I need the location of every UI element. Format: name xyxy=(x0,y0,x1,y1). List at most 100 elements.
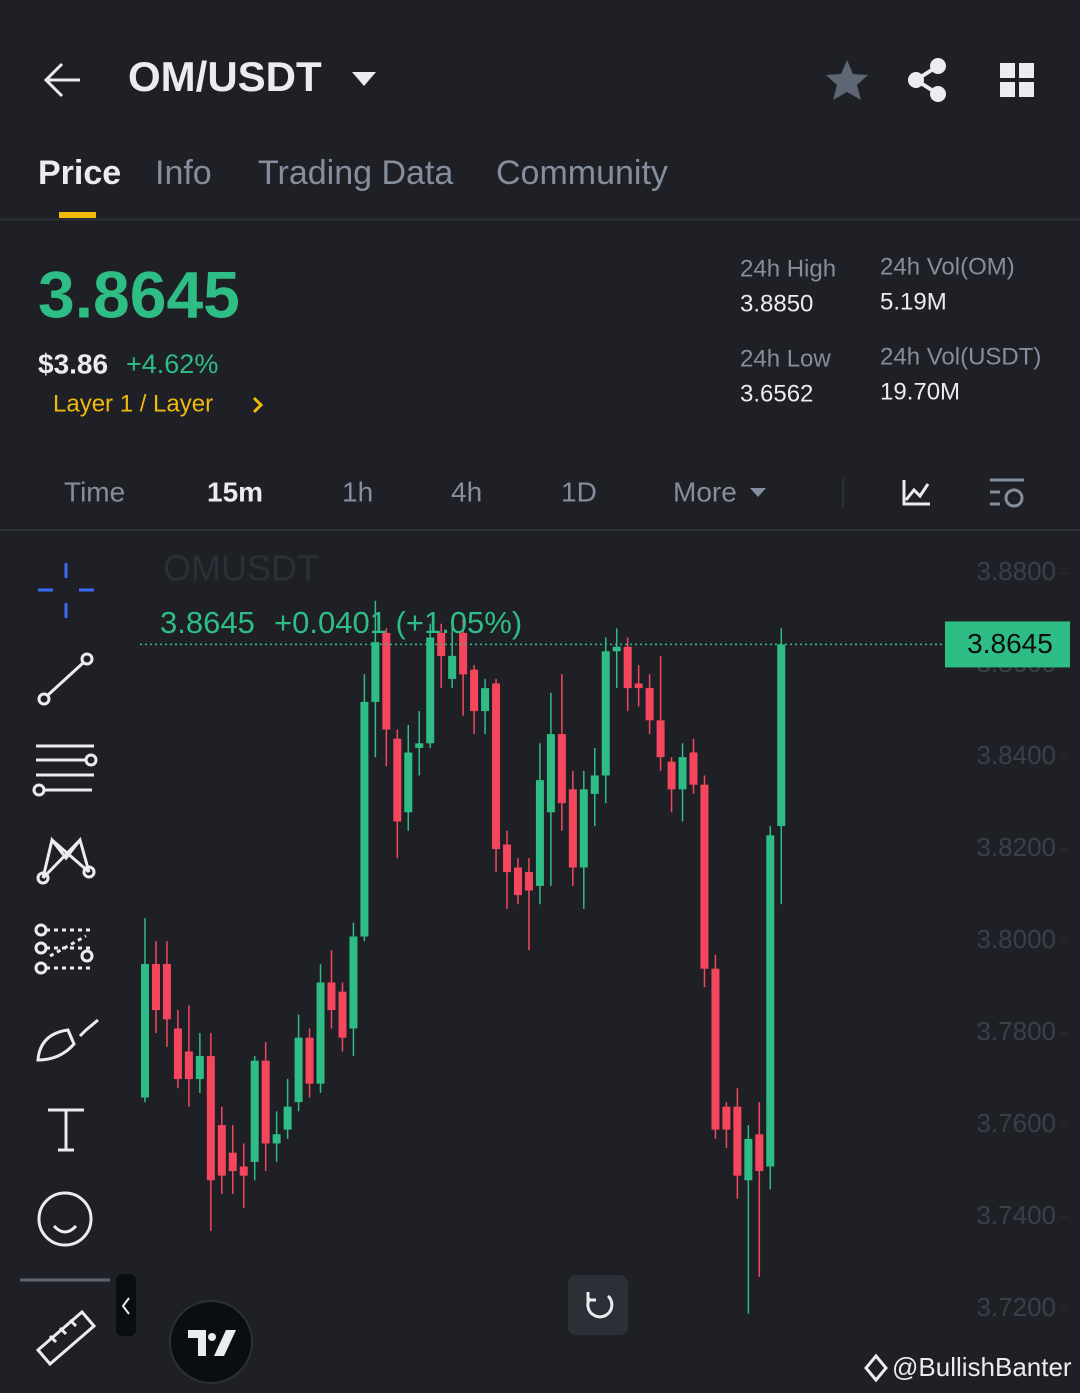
candle-body xyxy=(612,646,621,652)
line-tool[interactable] xyxy=(37,652,94,706)
text-tool[interactable] xyxy=(48,1108,84,1152)
candle-body xyxy=(470,669,479,712)
candle-body xyxy=(250,1060,259,1162)
candle-body xyxy=(382,632,391,730)
y-tick-label: 3.8000 xyxy=(976,924,1056,954)
timeframe[interactable]: More xyxy=(673,476,737,507)
candle-body xyxy=(546,734,555,813)
chart-symbol: OMUSDT xyxy=(163,548,319,589)
stat-value: 19.70M xyxy=(880,378,960,405)
more-dropdown[interactable] xyxy=(750,488,766,497)
candle-body xyxy=(634,683,643,689)
watermark-text: @BullishBanter xyxy=(892,1352,1072,1382)
crosshair-tool[interactable] xyxy=(38,563,94,618)
candle-body xyxy=(371,642,380,702)
candle-body xyxy=(316,982,325,1084)
candle-body xyxy=(261,1060,270,1144)
candle-body xyxy=(184,1051,193,1080)
grid-icon[interactable] xyxy=(1000,63,1034,97)
stat-value: 3.6562 xyxy=(740,380,813,407)
candle-body xyxy=(283,1106,292,1130)
candle-body xyxy=(590,775,599,794)
drawing-toolbar xyxy=(20,563,136,1367)
candle-body xyxy=(601,651,610,776)
timeframe[interactable]: 4h xyxy=(451,476,482,507)
y-tick-label: 3.8400 xyxy=(976,740,1056,770)
candle-body xyxy=(305,1037,314,1084)
candle-body xyxy=(535,780,544,886)
pair-dropdown[interactable] xyxy=(352,72,376,86)
candle-body xyxy=(766,835,775,1167)
indicator-icon[interactable] xyxy=(902,480,930,506)
timeframe[interactable]: 1h xyxy=(342,476,373,507)
tradingview-mark xyxy=(188,1330,236,1356)
last-price-label: 3.8645 xyxy=(967,628,1053,659)
candle-body xyxy=(195,1056,204,1080)
candle-body xyxy=(459,632,468,675)
timeframe[interactable]: 15m xyxy=(207,476,263,507)
watermark: @BullishBanter xyxy=(864,1352,1072,1383)
stat-value: 3.8850 xyxy=(740,290,813,317)
candle-body xyxy=(404,752,413,813)
stat-label: 24h Vol(OM) xyxy=(880,253,1015,280)
candle-body xyxy=(217,1125,226,1176)
fib-tool[interactable] xyxy=(34,923,94,975)
brush-tool[interactable] xyxy=(36,1018,99,1062)
emoji-tool[interactable] xyxy=(37,1191,93,1247)
candle-body xyxy=(426,637,435,744)
tab[interactable]: Trading Data xyxy=(258,154,453,192)
candle-body xyxy=(173,1028,182,1080)
candle-body xyxy=(239,1166,248,1176)
favorite-icon[interactable] xyxy=(826,60,868,100)
tab[interactable]: Community xyxy=(496,154,668,192)
candle-body xyxy=(503,844,512,873)
candle-body xyxy=(733,1106,742,1176)
last-price-box xyxy=(945,621,1070,668)
candle-body xyxy=(360,701,369,937)
timeframe[interactable]: 1D xyxy=(561,476,597,507)
reset-chart-button[interactable] xyxy=(568,1275,628,1335)
stat-label: 24h Low xyxy=(740,345,831,372)
timeframe[interactable]: Time xyxy=(64,476,125,507)
tab[interactable]: Info xyxy=(155,154,212,192)
candle-body xyxy=(513,867,522,896)
candle-body xyxy=(579,789,588,868)
candle-body xyxy=(228,1152,237,1172)
tradingview-logo[interactable] xyxy=(169,1300,253,1384)
candle-body xyxy=(667,761,676,790)
parallel-tool[interactable] xyxy=(32,744,98,797)
candle-body xyxy=(141,964,149,1098)
candle-body xyxy=(656,720,665,758)
candle-body xyxy=(448,655,457,679)
candle-body xyxy=(338,991,347,1038)
candle-body xyxy=(645,688,654,721)
category-link[interactable]: Layer 1 / Layer xyxy=(53,390,213,417)
candle-body xyxy=(162,964,171,1020)
share-icon[interactable] xyxy=(908,58,946,102)
candle-body xyxy=(327,982,336,1011)
candle-body xyxy=(689,752,698,785)
collapse-toolbar[interactable] xyxy=(116,1274,136,1336)
pattern-tool[interactable] xyxy=(36,836,96,885)
tab[interactable]: Price xyxy=(38,154,121,192)
candle-body xyxy=(415,743,424,748)
pair-title[interactable]: OM/USDT xyxy=(128,53,322,100)
candle-body xyxy=(722,1106,731,1130)
stat-value: 5.19M xyxy=(880,288,947,315)
settings-icon[interactable] xyxy=(990,478,1024,508)
price-change: +4.62% xyxy=(126,349,218,379)
candle-body xyxy=(700,784,709,969)
y-tick-label: 3.7800 xyxy=(976,1016,1056,1046)
candle-body xyxy=(557,734,566,804)
candle-body xyxy=(524,872,533,891)
candle-body xyxy=(272,1134,281,1144)
measure-tool[interactable] xyxy=(35,1309,97,1367)
candle-body xyxy=(151,964,160,1011)
category-arrow[interactable] xyxy=(252,396,264,414)
candle-body xyxy=(481,688,490,712)
y-tick-label: 3.8200 xyxy=(976,832,1056,862)
legend-price: 3.8645 xyxy=(160,605,255,640)
back-button[interactable] xyxy=(43,62,80,98)
